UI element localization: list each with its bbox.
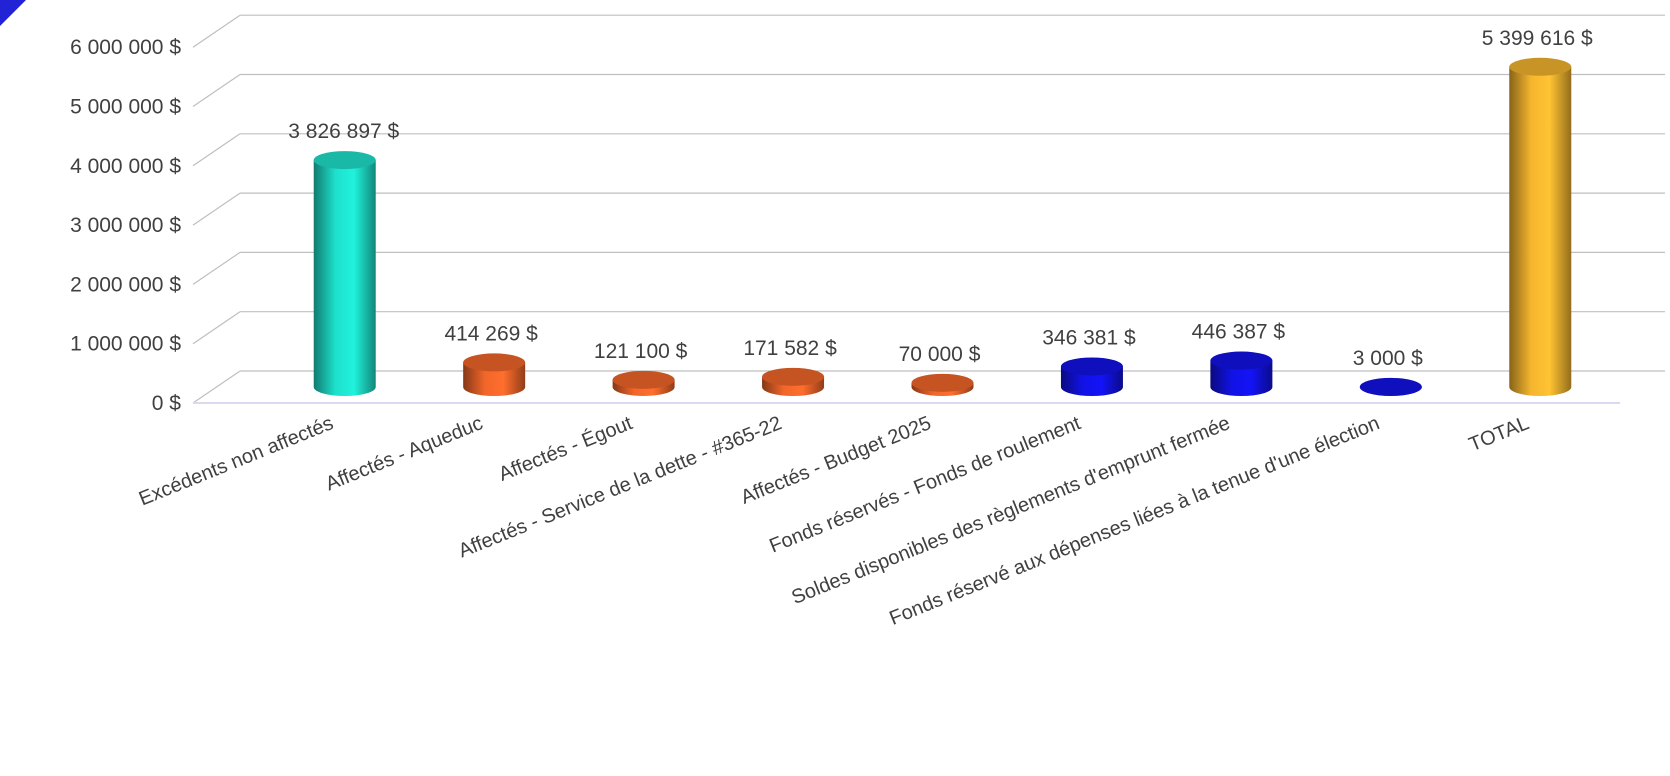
bar-top <box>463 353 526 372</box>
bar <box>463 353 526 397</box>
y-tick-label: 0 $ <box>152 392 182 415</box>
gridline-depth <box>192 251 241 285</box>
y-tick-label: 3 000 000 $ <box>70 214 181 237</box>
bar <box>762 367 825 396</box>
gridline-depth <box>192 311 241 345</box>
bar-top <box>313 151 376 170</box>
gridline-depth <box>192 192 241 226</box>
gridline-depth <box>192 370 241 404</box>
bar-body <box>313 160 376 396</box>
x-tick-label: TOTAL <box>1466 412 1532 456</box>
y-tick-label: 4 000 000 $ <box>70 155 181 178</box>
gridline-depth <box>192 74 241 107</box>
data-label: 346 381 $ <box>1042 326 1136 349</box>
bar <box>1210 351 1273 396</box>
bar-body <box>1210 360 1273 396</box>
y-tick-label: 5 000 000 $ <box>70 96 181 119</box>
bar-top <box>911 373 974 392</box>
bar <box>911 373 974 396</box>
bar-body <box>1509 66 1572 397</box>
bar-top <box>762 367 825 386</box>
x-tick-label: Affectés - Égout <box>495 411 636 486</box>
bar <box>1509 57 1572 397</box>
y-tick-label: 6 000 000 $ <box>70 36 181 59</box>
bar-body <box>463 362 526 397</box>
y-tick-label: 2 000 000 $ <box>70 273 181 296</box>
bar <box>1060 357 1123 396</box>
data-label: 446 387 $ <box>1192 321 1286 344</box>
x-tick-label: Excédents non affectés <box>136 412 337 510</box>
bar <box>612 370 675 396</box>
bar-top <box>1210 351 1273 370</box>
data-labels: 3 826 897 $ 414 269 $ 121 100 $ 171 582 $ 70… <box>288 27 1593 370</box>
data-label: 70 000 $ <box>899 343 981 366</box>
data-label: 3 000 $ <box>1353 347 1423 370</box>
data-label: 171 582 $ <box>743 337 837 360</box>
x-tick-label: Affectés - Aqueduc <box>322 412 486 495</box>
gridline-depth <box>192 14 241 48</box>
data-label: 3 826 897 $ <box>288 120 399 143</box>
gridline-depth <box>192 133 241 167</box>
y-tick-label: 1 000 000 $ <box>70 333 181 356</box>
data-label: 5 399 616 $ <box>1482 27 1593 50</box>
bar-top <box>612 370 675 389</box>
data-label: 414 269 $ <box>444 322 538 345</box>
bars <box>313 57 1572 397</box>
corner-marker <box>0 0 26 26</box>
y-axis: 0 $ 1 000 000 $ 2 000 000 $ 3 000 000 $ 4 00… <box>70 36 181 415</box>
data-label: 121 100 $ <box>594 340 688 363</box>
bar <box>313 151 376 396</box>
bar-top <box>1359 377 1422 396</box>
bar-top <box>1509 57 1572 76</box>
bar <box>1359 377 1422 396</box>
bar-top <box>1060 357 1123 376</box>
